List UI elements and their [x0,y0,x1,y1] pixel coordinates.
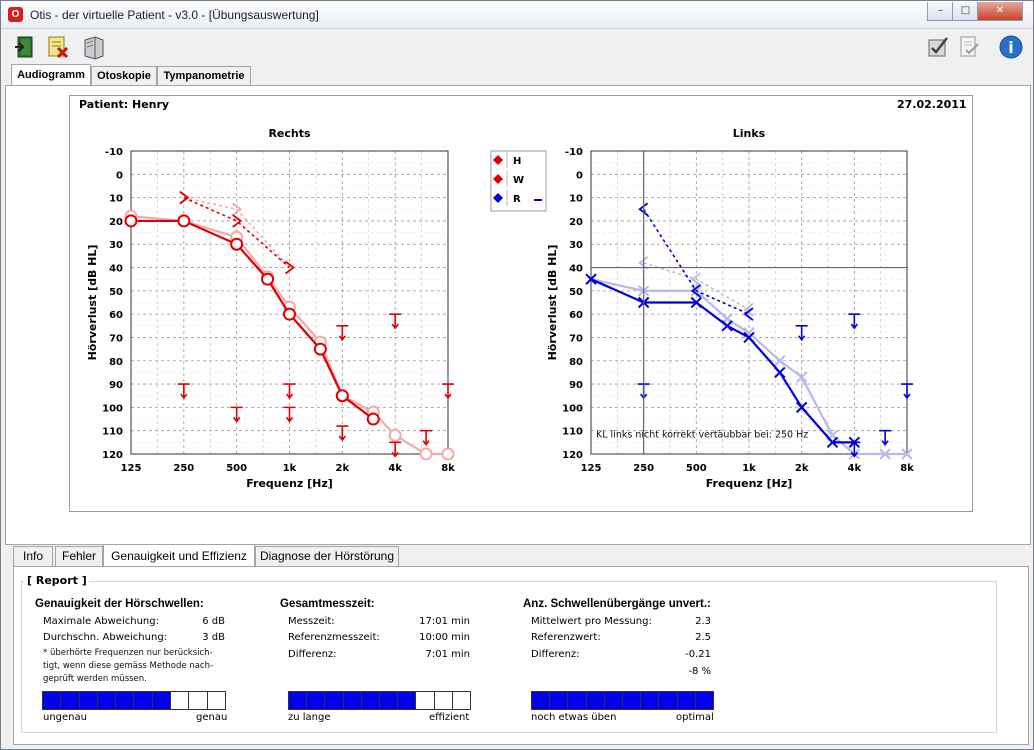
time-rating-bar [288,691,471,710]
report-panel [13,566,1029,745]
info-icon-glyph: i [1008,38,1013,57]
rating-segment [586,692,605,709]
rating-segment [79,692,98,709]
rating-segment [532,692,551,709]
rating-segment [435,692,453,709]
accuracy-title: Genauigkeit der Hörschwellen: [35,598,204,610]
audiogram-panel [5,85,1031,545]
tab-tympanometrie[interactable]: Tympanometrie [157,66,251,85]
threshold-mean-label: Mittelwert pro Messung: [531,616,652,627]
time-bar-left-label: zu lange [288,712,331,723]
rating-segment [43,692,62,709]
time-title: Gesamtmesszeit: [280,598,375,610]
time-bar-right-label: effizient [429,712,470,723]
rating-segment [152,692,172,709]
time-diff-value: 7:01 min [425,649,471,660]
book-icon[interactable] [81,34,107,60]
delete-notes-icon[interactable] [45,34,71,60]
rating-segment [116,692,135,709]
rating-segment [208,692,225,709]
threshold-diff-label: Differenz: [531,649,580,660]
threshold-title: Anz. Schwellenübergänge unvert.: [523,598,711,610]
accuracy-note-line: geprüft werden müssen. [43,674,147,684]
accuracy-note: * überhörte Frequenzen nur berücksich- t… [43,647,213,686]
threshold-mean-value: 2.3 [695,616,711,627]
rating-segment [604,692,624,709]
time-measure-label: Messzeit: [288,616,335,627]
rating-segment [134,692,153,709]
rating-segment [398,692,417,709]
tab-genauigkeit[interactable]: Genauigkeit und Effizienz [103,544,255,566]
rating-segment [61,692,80,709]
accuracy-bar-right-label: genau [196,712,228,723]
accuracy-max-value: 6 dB [202,616,225,627]
audiogram-frame [69,95,973,512]
tab-otoskopie[interactable]: Otoskopie [91,66,157,85]
rating-segment [695,692,714,709]
accuracy-bar-left-label: ungenau [43,712,87,723]
toolbar: i [1,29,1033,65]
app-icon: O [8,7,23,22]
rating-segment [677,692,696,709]
maximize-button[interactable]: □ [952,2,979,21]
rating-segment [380,692,399,709]
pen-check-icon[interactable] [925,34,951,60]
rating-segment [568,692,587,709]
report-label: [ Report ] [25,574,89,587]
rating-segment [97,692,117,709]
rating-segment [171,692,190,709]
report-box [21,581,997,733]
threshold-rating-bar [531,691,714,710]
rating-segment [325,692,344,709]
minimize-button[interactable]: – [927,2,954,21]
time-diff-label: Differenz: [288,649,337,660]
rating-segment [641,692,660,709]
rating-segment [307,692,326,709]
time-measure-value: 17:01 min [419,616,470,627]
rating-segment [361,692,381,709]
rating-segment [453,692,470,709]
tab-audiogramm[interactable]: Audiogramm [11,64,91,85]
threshold-percent-value: -8 % [688,666,711,677]
tab-diagnose[interactable]: Diagnose der Hörstörung [255,546,399,566]
time-reference-label: Referenzmesszeit: [288,632,380,643]
time-reference-value: 10:00 min [419,632,470,643]
exit-door-icon[interactable] [13,34,39,60]
rating-segment [343,692,362,709]
window-title: Otis - der virtuelle Patient - v3.0 - [Ü… [30,8,319,22]
accuracy-max-label: Maximale Abweichung: [43,616,159,627]
threshold-diff-value: -0.21 [685,649,711,660]
info-icon[interactable]: i [998,34,1024,60]
accuracy-avg-value: 3 dB [202,632,225,643]
tab-info[interactable]: Info [13,546,53,566]
threshold-bar-right-label: optimal [676,712,714,723]
threshold-ref-value: 2.5 [695,632,711,643]
accuracy-note-line: * überhörte Frequenzen nur berücksich- [43,648,213,658]
rating-segment [623,692,642,709]
accuracy-note-line: tigt, wenn diese gemäss Methode nach- [43,661,214,671]
accuracy-avg-label: Durchschn. Abweichung: [43,632,168,643]
rating-segment [659,692,678,709]
patient-name: Patient: Henry [79,98,170,111]
title-bar: O Otis - der virtuelle Patient - v3.0 - … [1,1,1033,29]
threshold-ref-label: Referenzwert: [531,632,601,643]
rating-segment [289,692,308,709]
document-check-icon[interactable] [956,34,982,60]
threshold-bar-left-label: noch etwas üben [531,712,617,723]
rating-segment [189,692,208,709]
accuracy-rating-bar [42,691,226,710]
rating-segment [550,692,569,709]
close-button[interactable]: ✕ [977,2,1023,21]
rating-segment [416,692,435,709]
tab-fehler[interactable]: Fehler [55,546,103,566]
patient-date: 27.02.2011 [897,98,967,111]
